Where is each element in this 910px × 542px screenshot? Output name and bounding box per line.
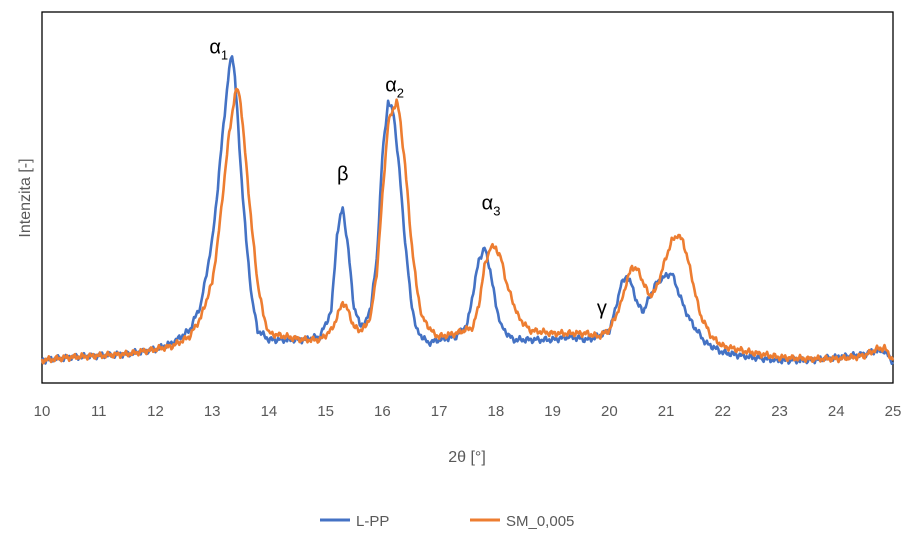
peak-annotation: α2 [385,75,404,101]
x-tick-label: 20 [601,403,618,420]
x-tick-label: 17 [431,403,448,420]
x-tick-label: 14 [261,403,278,420]
legend-label: SM_0,005 [506,513,574,530]
peak-annotation: α1 [209,37,228,63]
x-tick-label: 11 [91,403,107,420]
annotation-layer: α1 β α2 α3 γ [209,37,606,320]
x-tick-label: 15 [317,403,334,420]
legend-label: L-PP [356,513,389,530]
peak-annotation: γ [597,297,607,319]
x-tick-label: 13 [204,403,221,420]
legend: L-PP SM_0,005 [320,513,574,530]
x-tick-label: 18 [488,403,505,420]
x-axis-title: 2θ [°] [448,449,486,466]
peak-annotation: α3 [482,192,501,218]
x-tick-labels: 10 11 12 13 14 15 16 17 18 19 20 21 22 23 24 25 [34,403,902,420]
x-tick-label: 12 [147,403,164,420]
x-tick-label: 24 [828,403,845,420]
peak-annotation: β [337,164,349,186]
x-tick-label: 21 [658,403,675,420]
x-tick-label: 16 [374,403,391,420]
x-tick-label: 23 [771,403,788,420]
series-layer [40,55,895,366]
x-tick-label: 19 [544,403,561,420]
y-axis-title: Intenzita [-] [17,158,34,237]
x-tick-label: 10 [34,403,51,420]
series-line-SM_0,005 [40,87,895,365]
x-tick-label: 25 [885,403,902,420]
x-tick-label: 22 [714,403,731,420]
